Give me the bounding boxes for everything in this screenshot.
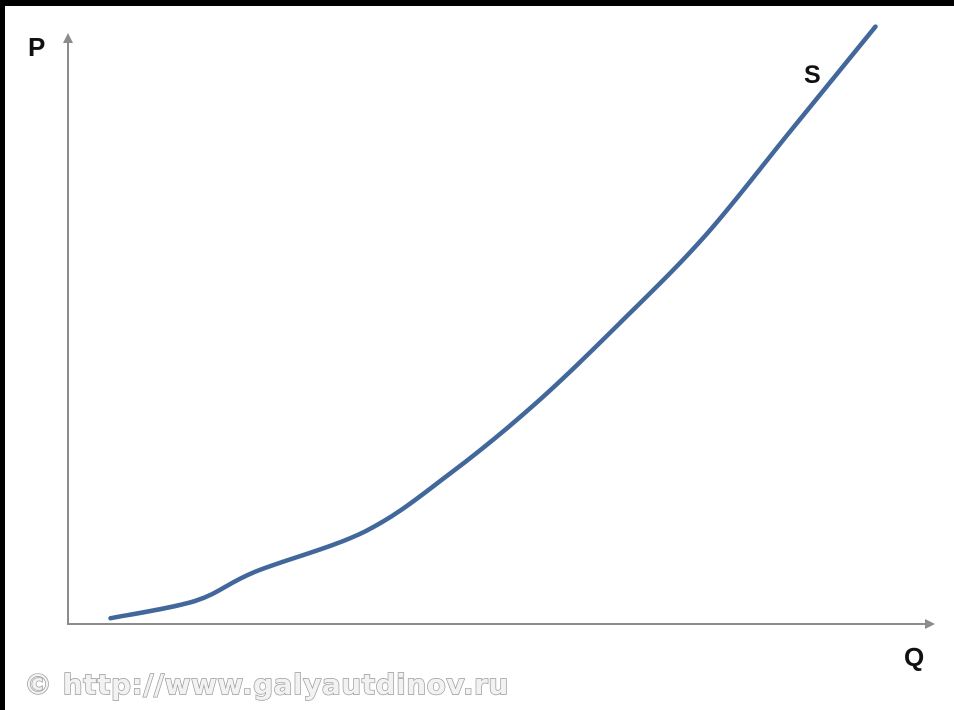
series-layer [108, 24, 878, 621]
supply-curve-line [108, 24, 878, 621]
series-label-s: S [804, 61, 821, 89]
y-axis-label: P [28, 32, 45, 62]
x-axis-label: Q [904, 642, 924, 672]
watermark-text: © http://www.galyautdinov.ru [24, 668, 509, 701]
